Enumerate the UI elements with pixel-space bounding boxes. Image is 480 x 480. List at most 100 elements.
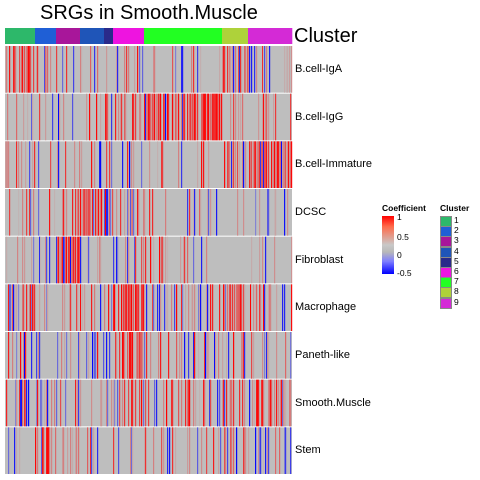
heatmap-cell: [78, 379, 80, 427]
heatmap-cell: [130, 332, 132, 379]
heatmap-cell: [45, 236, 47, 284]
heatmap-cell: [210, 284, 212, 331]
cluster-annotation-label: Cluster: [294, 25, 358, 47]
heatmap-cell: [47, 379, 49, 427]
heatmap-cell: [263, 93, 265, 141]
heatmap-cell: [191, 284, 193, 331]
heatmap-cell: [230, 427, 232, 474]
heatmap-cell: [134, 284, 136, 331]
heatmap-cell: [91, 427, 93, 474]
cluster-legend-label: 4: [454, 245, 459, 256]
heatmap-cell: [201, 141, 203, 188]
heatmap-cell: [113, 427, 115, 474]
heatmap-cell: [106, 332, 108, 379]
heatmap-cell: [14, 427, 16, 474]
heatmap-cell: [22, 236, 24, 284]
heatmap-cell: [152, 284, 154, 331]
heatmap-cell: [75, 427, 77, 474]
heatmap-cell: [265, 93, 267, 141]
heatmap-cell: [118, 93, 120, 141]
heatmap-cell: [230, 93, 232, 141]
heatmap-cell: [185, 284, 187, 331]
heatmap-cell: [27, 46, 29, 93]
heatmap-cell: [237, 189, 239, 236]
heatmap-cell: [100, 284, 102, 331]
heatmap-cell: [26, 284, 28, 331]
heatmap-cell: [29, 189, 31, 236]
heatmap-cell: [260, 284, 262, 331]
heatmap-cell: [64, 189, 66, 236]
heatmap-cell: [161, 427, 163, 474]
heatmap-cell: [34, 141, 36, 188]
heatmap-cell: [101, 189, 103, 236]
heatmap-cell: [218, 93, 220, 141]
heatmap-cell: [62, 46, 64, 93]
heatmap-cell: [282, 284, 284, 331]
heatmap-cell: [243, 189, 245, 236]
heatmap-cell: [156, 93, 158, 141]
heatmap-cell: [234, 427, 236, 474]
heatmap-cell: [162, 141, 164, 188]
heatmap-cell: [233, 332, 235, 379]
cluster-legend-label: 8: [454, 286, 459, 297]
heatmap-cell: [239, 284, 241, 331]
heatmap-cell: [22, 189, 24, 236]
heatmap-cell: [221, 93, 223, 141]
heatmap-cell: [8, 427, 10, 474]
heatmap-cell: [250, 284, 252, 331]
heatmap-cell: [267, 332, 269, 379]
heatmap-cell: [94, 332, 96, 379]
heatmap-cell: [194, 93, 196, 141]
heatmap-cell: [250, 141, 252, 188]
coefficient-tick: -0.5: [397, 268, 412, 278]
heatmap-cell: [278, 141, 280, 188]
heatmap-cell: [241, 46, 243, 93]
heatmap-cell: [96, 189, 98, 236]
heatmap-cell: [214, 93, 216, 141]
heatmap-cell: [235, 141, 237, 188]
heatmap-cell: [284, 379, 286, 427]
heatmap-cell: [137, 189, 139, 236]
heatmap-cell: [181, 379, 183, 427]
heatmap-cell: [193, 332, 195, 379]
heatmap-cell: [282, 379, 284, 427]
heatmap-cell: [201, 93, 203, 141]
heatmap-cell: [16, 284, 18, 331]
heatmap-cell: [162, 236, 164, 284]
heatmap-cell: [56, 379, 58, 427]
heatmap-cell: [79, 141, 81, 188]
heatmap-cell: [231, 141, 233, 188]
heatmap-cell: [61, 332, 63, 379]
heatmap-cell: [188, 284, 190, 331]
heatmap-cell: [106, 379, 108, 427]
heatmap-cell: [120, 379, 122, 427]
heatmap-cell: [284, 427, 286, 474]
heatmap-cell: [118, 427, 120, 474]
heatmap-cell: [262, 332, 264, 379]
heatmap-cell: [145, 427, 147, 474]
heatmap-cell: [75, 189, 77, 236]
heatmap-cell: [128, 46, 130, 93]
heatmap-cell: [146, 284, 148, 331]
heatmap-cell: [274, 141, 276, 188]
heatmap-cell: [142, 379, 144, 427]
heatmap-cell: [58, 93, 60, 141]
heatmap-cell: [15, 379, 17, 427]
heatmap-cell: [239, 379, 241, 427]
heatmap-cell: [261, 141, 263, 188]
heatmap-cell: [125, 93, 127, 141]
heatmap-cell: [245, 46, 247, 93]
heatmap-cell: [263, 141, 265, 188]
heatmap-cell: [200, 189, 202, 236]
heatmap-cell: [100, 236, 102, 284]
heatmap-cell: [46, 284, 48, 331]
cluster-legend-label: 1: [454, 215, 459, 225]
heatmap-cell: [79, 332, 81, 379]
heatmap-cell: [238, 141, 240, 188]
heatmap-cell: [118, 284, 120, 331]
heatmap-cell: [127, 141, 129, 188]
heatmap-cell: [207, 284, 209, 331]
heatmap-cell: [268, 427, 270, 474]
heatmap-cell: [285, 379, 287, 427]
cluster-annotation-3: [56, 28, 81, 44]
